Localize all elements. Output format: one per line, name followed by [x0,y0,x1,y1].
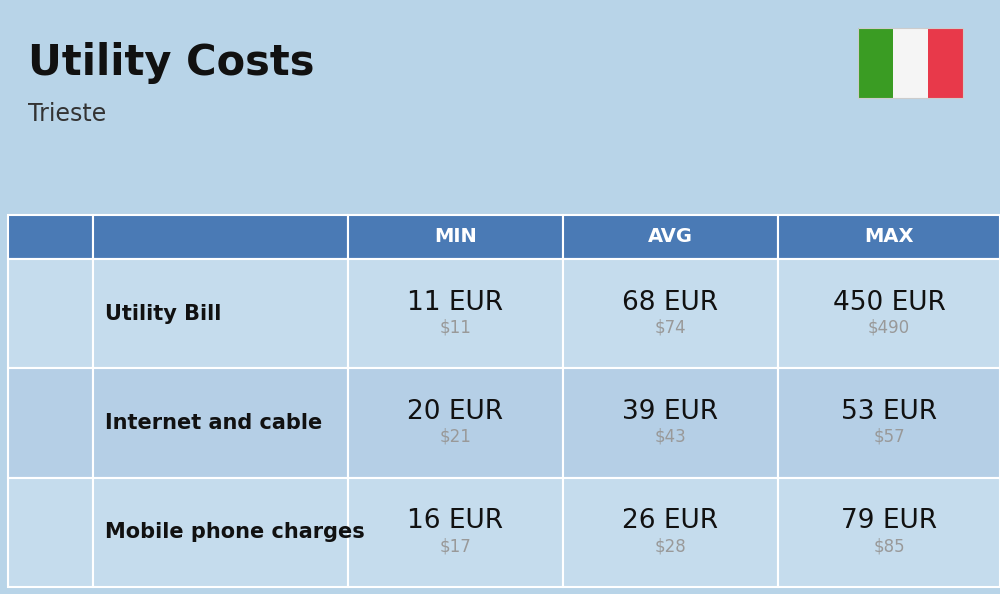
Bar [928,28,963,98]
Text: Internet and cable: Internet and cable [105,413,322,433]
Bar [778,478,1000,587]
Text: 68 EUR: 68 EUR [622,290,719,315]
Bar [348,368,563,478]
Text: 79 EUR: 79 EUR [841,508,937,535]
Text: 26 EUR: 26 EUR [622,508,719,535]
Bar [8,259,93,368]
Bar [778,259,1000,368]
Text: $17: $17 [440,538,471,555]
Text: 450 EUR: 450 EUR [833,290,945,315]
Bar [563,368,778,478]
Text: $43: $43 [655,428,686,446]
Text: 53 EUR: 53 EUR [841,399,937,425]
Text: $74: $74 [655,318,686,337]
Bar [93,215,348,259]
Text: 20 EUR: 20 EUR [407,399,504,425]
Bar [348,259,563,368]
Text: 16 EUR: 16 EUR [407,508,504,535]
Text: $57: $57 [873,428,905,446]
Bar [93,259,348,368]
Bar [858,28,893,98]
Bar [93,478,348,587]
Text: Mobile phone charges: Mobile phone charges [105,522,365,542]
Text: $28: $28 [655,538,686,555]
Text: MAX: MAX [864,228,914,247]
Text: Trieste: Trieste [28,102,106,126]
Text: MIN: MIN [434,228,477,247]
Bar [778,368,1000,478]
Text: 11 EUR: 11 EUR [407,290,504,315]
Bar [348,215,563,259]
Text: 39 EUR: 39 EUR [622,399,719,425]
Bar [8,478,93,587]
Text: AVG: AVG [648,228,693,247]
Text: Utility Costs: Utility Costs [28,42,314,84]
Text: $21: $21 [440,428,471,446]
Text: $490: $490 [868,318,910,337]
Text: $85: $85 [873,538,905,555]
Bar [563,215,778,259]
Bar [348,478,563,587]
Bar [563,478,778,587]
Text: Utility Bill: Utility Bill [105,304,221,324]
Bar [778,215,1000,259]
Bar [8,368,93,478]
Bar [858,28,963,98]
Bar [893,28,928,98]
Bar [8,215,93,259]
Bar [93,368,348,478]
Text: $11: $11 [440,318,471,337]
Bar [563,259,778,368]
